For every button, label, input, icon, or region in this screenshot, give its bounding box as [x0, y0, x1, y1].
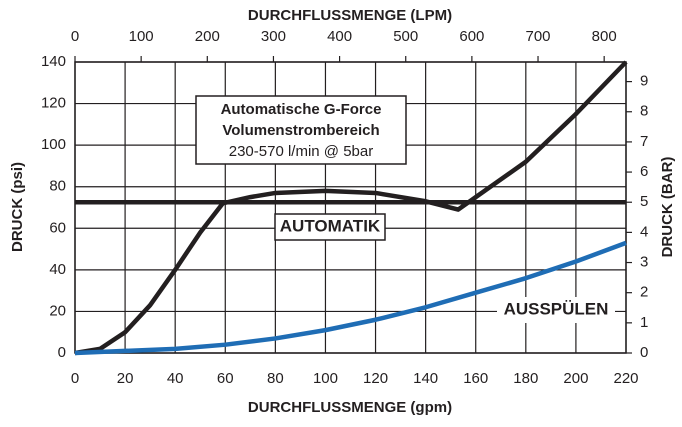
plot-border — [74, 61, 627, 354]
y-tick-label: 60 — [49, 219, 66, 236]
x2-tick-label: 100 — [129, 28, 154, 45]
y2-tick-label: 7 — [640, 133, 648, 150]
y-tick-label: 0 — [58, 344, 66, 361]
series-label-bg — [274, 213, 386, 241]
x2-tick-label: 300 — [261, 28, 286, 45]
y2-tick-label: 3 — [640, 254, 648, 271]
y2-tick-label: 2 — [640, 284, 648, 301]
series-label: AUSSPÜLEN — [504, 299, 609, 318]
x-tick-label: 160 — [463, 370, 488, 387]
y-tick-label: 40 — [49, 261, 66, 278]
y2-tick-label: 6 — [640, 163, 648, 180]
x-tick-label: 120 — [363, 370, 388, 387]
y-axis-title: DRUCK (psi) — [9, 162, 26, 252]
series-label: AUTOMATIK — [280, 216, 381, 235]
y-tick-label: 140 — [41, 53, 66, 70]
x-tick-label: 40 — [167, 370, 184, 387]
x-tick-label: 220 — [613, 370, 638, 387]
y-tick-label: 120 — [41, 95, 66, 112]
annotation-text: Automatische G-Force — [221, 101, 382, 118]
x-tick-label: 100 — [313, 370, 338, 387]
x2-tick-label: 600 — [459, 28, 484, 45]
series-label-bg — [497, 297, 615, 323]
y2-tick-label: 1 — [640, 314, 648, 331]
x-axis-title: DURCHFLUSSMENGE (gpm) — [248, 399, 452, 416]
x-tick-label: 20 — [117, 370, 134, 387]
x2-tick-label: 500 — [393, 28, 418, 45]
series-line — [74, 60, 628, 356]
annotation-box — [195, 95, 407, 165]
x2-tick-label: 700 — [526, 28, 551, 45]
y2-tick-label: 8 — [640, 103, 648, 120]
annotation-text: Volumenstrombereich — [222, 122, 379, 139]
x-tick-label: 180 — [513, 370, 538, 387]
x2-tick-label: 200 — [195, 28, 220, 45]
y-tick-label: 80 — [49, 178, 66, 195]
x2-tick-label: 0 — [71, 28, 79, 45]
x2-tick-label: 800 — [592, 28, 617, 45]
y2-axis-title: DRUCK (BAR) — [659, 157, 676, 258]
series-line — [74, 240, 627, 356]
y-tick-label: 100 — [41, 136, 66, 153]
x-tick-label: 140 — [413, 370, 438, 387]
x-tick-label: 200 — [563, 370, 588, 387]
x2-axis-title: DURCHFLUSSMENGE (LPM) — [248, 7, 452, 24]
x-tick-label: 80 — [267, 370, 284, 387]
y2-tick-label: 4 — [640, 223, 648, 240]
y2-tick-label: 0 — [640, 344, 648, 361]
x2-tick-label: 400 — [327, 28, 352, 45]
y2-tick-label: 9 — [640, 73, 648, 90]
x-tick-label: 0 — [71, 370, 79, 387]
annotation-text: 230-570 l/min @ 5bar — [229, 143, 373, 160]
y-tick-label: 20 — [49, 302, 66, 319]
y2-tick-label: 5 — [640, 193, 648, 210]
x-tick-label: 60 — [217, 370, 234, 387]
